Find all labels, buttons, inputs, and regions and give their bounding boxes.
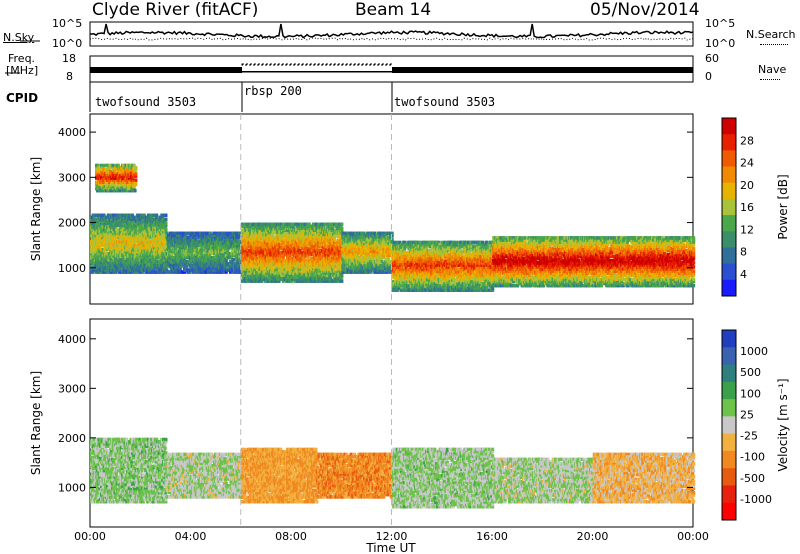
power-cell (134, 189, 137, 193)
power-cell (155, 214, 158, 218)
power-cell (134, 172, 137, 176)
power-cell (165, 222, 168, 226)
freq-band-1 (90, 67, 242, 73)
noise-search-line (90, 38, 693, 40)
noise-sky-line (90, 24, 693, 38)
power-cell (134, 166, 137, 170)
power-cell (185, 232, 188, 236)
power-cell (165, 214, 168, 218)
power-cell (134, 178, 137, 182)
freq-band-2 (242, 71, 392, 73)
power-cell (165, 218, 168, 222)
freq-band-3 (392, 67, 693, 73)
power-cell (165, 228, 168, 232)
freq-band-2-dotted (242, 64, 392, 65)
